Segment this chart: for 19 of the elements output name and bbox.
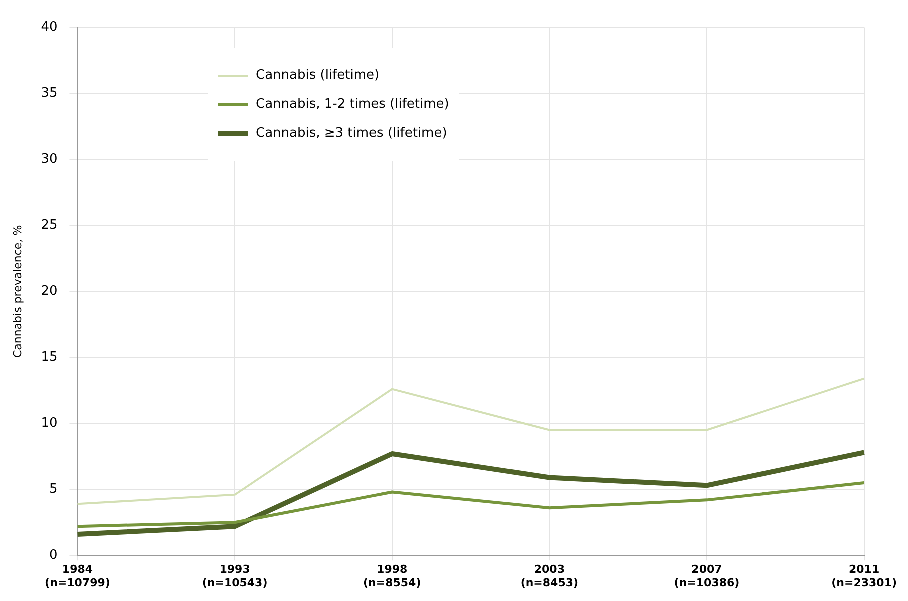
legend-label: Cannabis, 1-2 times (lifetime) [256,97,450,112]
y-tick-label: 25 [41,218,58,234]
x-tick-label: 2007 (n=10386) [674,563,740,590]
y-tick-label: 30 [41,152,58,168]
y-tick-label: 5 [49,482,58,497]
x-tick-label: 1998 (n=8554) [364,563,422,590]
y-axis-title: Cannabis prevalence, % [11,225,24,358]
y-tick-label: 40 [41,20,58,36]
y-tick-label: 35 [41,86,58,102]
y-tick-label: 20 [41,284,58,300]
y-tick-label: 10 [41,416,58,432]
legend-label: Cannabis, ≥3 times (lifetime) [256,126,448,141]
y-tick-label: 15 [41,350,58,366]
x-tick-label: 1984 (n=10799) [45,563,110,590]
x-tick-label: 2011 (n=23301) [832,563,897,590]
x-tick-label: 2003 (n=8453) [520,563,579,590]
x-tick-label: 1993 (n=10543) [202,563,268,590]
y-tick-label: 0 [49,548,58,563]
legend-label: Cannabis (lifetime) [256,68,380,83]
